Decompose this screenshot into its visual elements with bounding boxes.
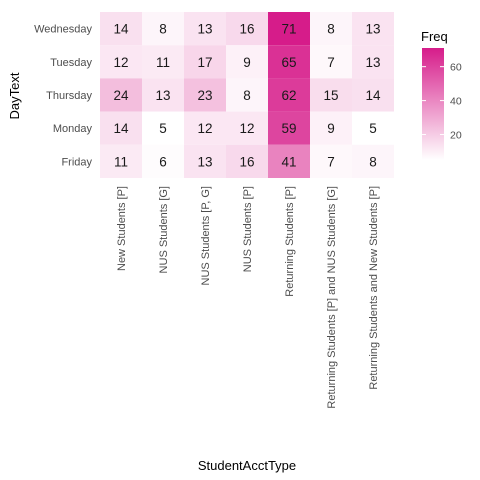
heatmap-cell: [142, 144, 184, 178]
heatmap-cell: [352, 12, 394, 46]
cell-value-label: 9: [327, 121, 335, 136]
heatmap-cell: [268, 111, 310, 145]
cell-value-label: 24: [113, 88, 129, 103]
heatmap-cell: [184, 45, 226, 79]
cell-value-label: 71: [281, 22, 296, 37]
legend-color-bar: [422, 48, 444, 160]
legend-ticks: 20 40 60: [422, 62, 462, 142]
heatmap-cell: [142, 45, 184, 79]
y-axis-title: DayText: [7, 72, 22, 119]
x-tick-label: NUS Students [P]: [242, 186, 254, 272]
x-tick-label: New Students [P]: [116, 186, 128, 271]
heatmap-cell: [226, 45, 268, 79]
x-tick-label: NUS Students [G]: [158, 186, 170, 273]
cell-value-label: 8: [369, 154, 377, 169]
heatmap-cell: [226, 78, 268, 112]
cell-value-label: 41: [281, 154, 296, 169]
heatmap-cell: [184, 111, 226, 145]
cell-value-label: 9: [243, 55, 251, 70]
heatmap-cell: [100, 78, 142, 112]
cell-value-label: 17: [197, 55, 212, 70]
heatmap-cell: [310, 111, 352, 145]
heatmap-cell: [310, 78, 352, 112]
cell-value-label: 8: [327, 22, 335, 37]
cell-value-label: 13: [365, 22, 380, 37]
cell-value-label: 13: [197, 22, 212, 37]
cell-value-label: 6: [159, 154, 167, 169]
legend-tick-label: 60: [450, 62, 462, 74]
cell-value-label: 59: [281, 121, 296, 136]
heatmap-cell: [142, 111, 184, 145]
heatmap-cell: [100, 144, 142, 178]
heatmap-cell: [268, 78, 310, 112]
heatmap-cell: [100, 45, 142, 79]
heatmap-cell: [100, 111, 142, 145]
cell-value-label: 13: [365, 55, 380, 70]
cell-value-label: 8: [243, 88, 251, 103]
cell-value-label: 11: [156, 55, 170, 70]
cell-value-label: 23: [197, 88, 212, 103]
y-tick-label: Tuesday: [50, 57, 92, 69]
heatmap-cell: [268, 12, 310, 46]
legend-title: Freq: [421, 29, 448, 44]
heatmap-cell: [310, 12, 352, 46]
heatmap-cell: [352, 111, 394, 145]
cell-value-label: 12: [113, 55, 128, 70]
heatmap-cell: [352, 45, 394, 79]
cell-value-label: 14: [365, 88, 381, 103]
y-axis-tick-labels: Wednesday Tuesday Thursday Monday Friday: [34, 24, 92, 169]
y-tick-label: Thursday: [46, 90, 92, 102]
cell-value-label: 5: [159, 121, 167, 136]
cell-value-label: 13: [197, 154, 212, 169]
heatmap-cell: [142, 12, 184, 46]
cell-value-label: 7: [327, 154, 335, 169]
heatmap-cell: [352, 144, 394, 178]
legend-tick-label: 20: [450, 130, 462, 142]
x-tick-label: Returning Students and New Students [P]: [368, 186, 380, 390]
cell-value-label: 11: [114, 154, 128, 169]
x-tick-label: Returning Students [P]: [284, 186, 296, 297]
y-tick-label: Friday: [61, 156, 92, 168]
x-axis-title: StudentAcctType: [198, 458, 296, 473]
cell-value-label: 65: [281, 55, 296, 70]
legend-tick-label: 40: [450, 96, 462, 108]
cell-value-label: 14: [113, 22, 129, 37]
cell-value-label: 5: [369, 121, 377, 136]
heatmap-cell: [184, 78, 226, 112]
heatmap-cell: [352, 78, 394, 112]
cell-value-label: 15: [323, 88, 338, 103]
heatmap-cell: [268, 45, 310, 79]
x-axis-tick-labels: New Students [P] NUS Students [G] NUS Stud…: [116, 186, 380, 409]
cell-value-label: 13: [155, 88, 170, 103]
heatmap-cell: [226, 12, 268, 46]
heatmap-cell: [100, 12, 142, 46]
x-tick-label: NUS Students [P, G]: [200, 186, 212, 285]
heatmap-cell: [310, 144, 352, 178]
heatmap-cell: [226, 111, 268, 145]
heatmap-cell: [184, 12, 226, 46]
x-tick-label: Returning Students [P] and NUS Students …: [326, 186, 338, 409]
cell-value-label: 62: [281, 88, 296, 103]
legend: Freq 20 40 60: [421, 29, 462, 160]
cell-value-label: 16: [239, 22, 254, 37]
heatmap-cells: [100, 12, 394, 178]
cell-value-label: 14: [113, 121, 129, 136]
heatmap-cell: [310, 45, 352, 79]
cell-value-label: 7: [327, 55, 335, 70]
y-tick-label: Wednesday: [34, 24, 92, 36]
heatmap-cell: [226, 144, 268, 178]
heatmap-cell: [184, 144, 226, 178]
cell-value-label: 12: [239, 121, 254, 136]
y-tick-label: Monday: [53, 123, 93, 135]
cell-value-label: 12: [197, 121, 212, 136]
heatmap-cell: [268, 144, 310, 178]
cell-value-label: 8: [159, 22, 167, 37]
heatmap-cell: [142, 78, 184, 112]
cell-value-label: 16: [239, 154, 254, 169]
